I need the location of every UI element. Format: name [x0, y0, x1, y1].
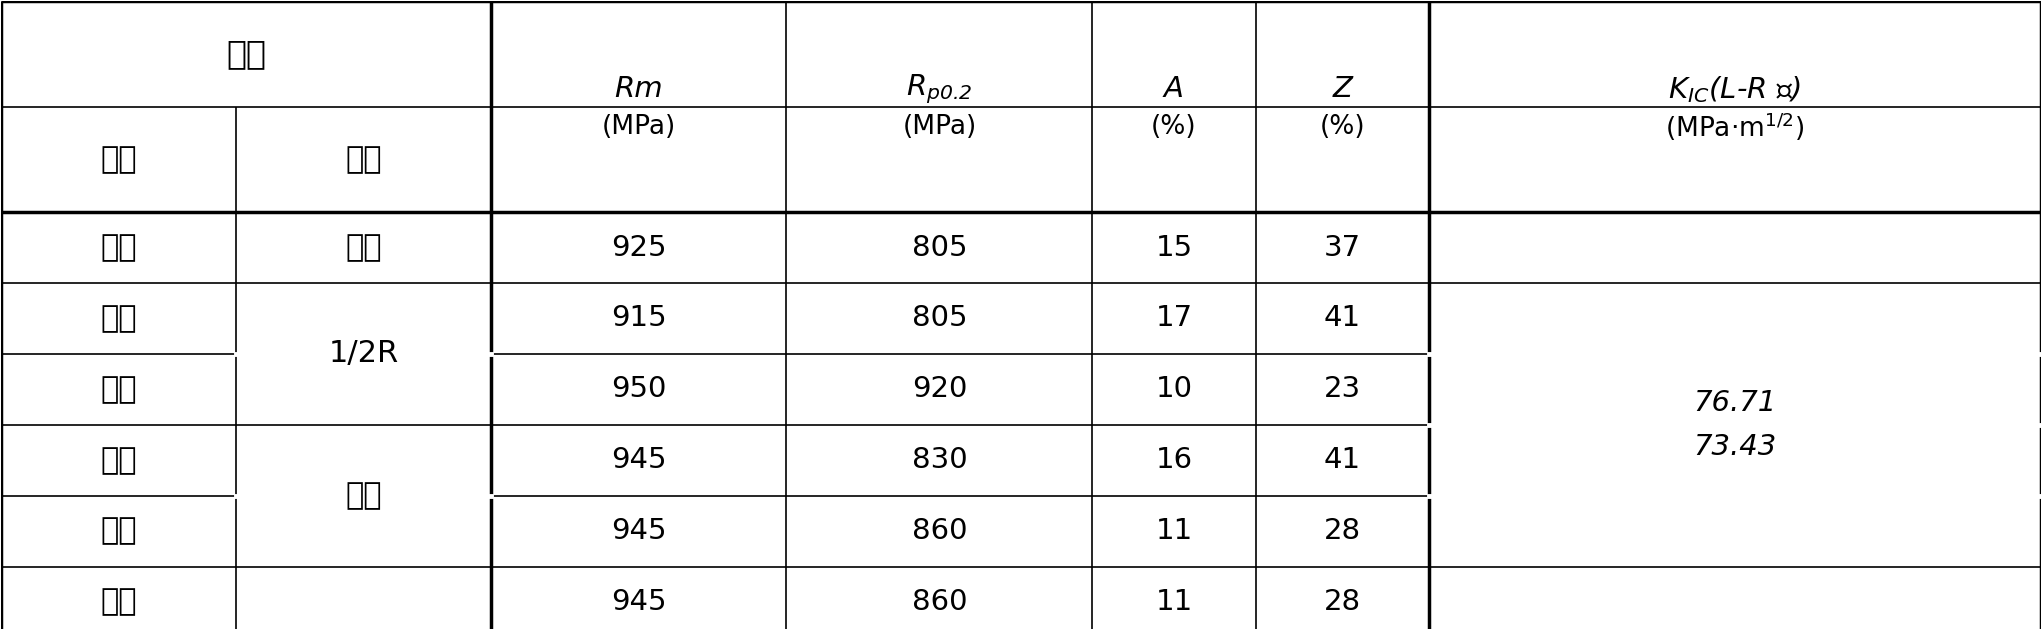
Text: 横向: 横向	[100, 517, 137, 546]
Text: 11: 11	[1156, 517, 1193, 545]
Text: 纵向: 纵向	[100, 304, 137, 333]
Text: 945: 945	[611, 446, 666, 474]
Text: A: A	[1164, 75, 1184, 103]
Text: 925: 925	[611, 234, 666, 261]
Text: 28: 28	[1323, 588, 1360, 616]
Text: Rm: Rm	[615, 75, 664, 103]
Text: 取样: 取样	[227, 38, 265, 71]
Text: 17: 17	[1156, 304, 1193, 333]
Text: 76.71: 76.71	[1693, 389, 1777, 417]
Text: 中心: 中心	[345, 481, 382, 510]
Text: K$_{\mathregular{IC}}$(L-R 向): K$_{\mathregular{IC}}$(L-R 向)	[1668, 74, 1801, 105]
Text: 920: 920	[911, 375, 968, 403]
Text: 纵向: 纵向	[100, 445, 137, 474]
Text: 830: 830	[911, 446, 968, 474]
Text: 边部: 边部	[345, 233, 382, 262]
Text: 945: 945	[611, 588, 666, 616]
Text: 16: 16	[1156, 446, 1193, 474]
Text: 位置: 位置	[345, 145, 382, 174]
Text: (MPa·m$^{\mathregular{1/2}}$): (MPa·m$^{\mathregular{1/2}}$)	[1664, 111, 1805, 143]
Text: 945: 945	[611, 517, 666, 545]
Text: 860: 860	[911, 588, 968, 616]
Text: 11: 11	[1156, 588, 1193, 616]
Text: (%): (%)	[1152, 114, 1197, 140]
Text: R$_{\mathregular{p0.2}}$: R$_{\mathregular{p0.2}}$	[907, 72, 972, 106]
Text: 950: 950	[611, 375, 666, 403]
Text: 15: 15	[1156, 234, 1193, 261]
Text: 73.43: 73.43	[1693, 433, 1777, 461]
Text: 41: 41	[1323, 304, 1360, 333]
Text: (MPa): (MPa)	[903, 114, 976, 140]
Text: 28: 28	[1323, 517, 1360, 545]
Text: 纵向: 纵向	[100, 233, 137, 262]
Text: 915: 915	[611, 304, 666, 333]
Text: 10: 10	[1156, 375, 1193, 403]
Text: 横向: 横向	[100, 587, 137, 616]
Text: 1/2R: 1/2R	[329, 340, 398, 369]
Text: 横向: 横向	[100, 375, 137, 404]
Text: 37: 37	[1323, 234, 1360, 261]
Text: 860: 860	[911, 517, 968, 545]
Text: (%): (%)	[1319, 114, 1364, 140]
Text: (MPa): (MPa)	[602, 114, 676, 140]
Text: 805: 805	[911, 234, 968, 261]
Text: 805: 805	[911, 304, 968, 333]
Text: 41: 41	[1323, 446, 1360, 474]
Text: Z: Z	[1331, 75, 1352, 103]
Text: 23: 23	[1323, 375, 1360, 403]
Text: 方向: 方向	[100, 145, 137, 174]
